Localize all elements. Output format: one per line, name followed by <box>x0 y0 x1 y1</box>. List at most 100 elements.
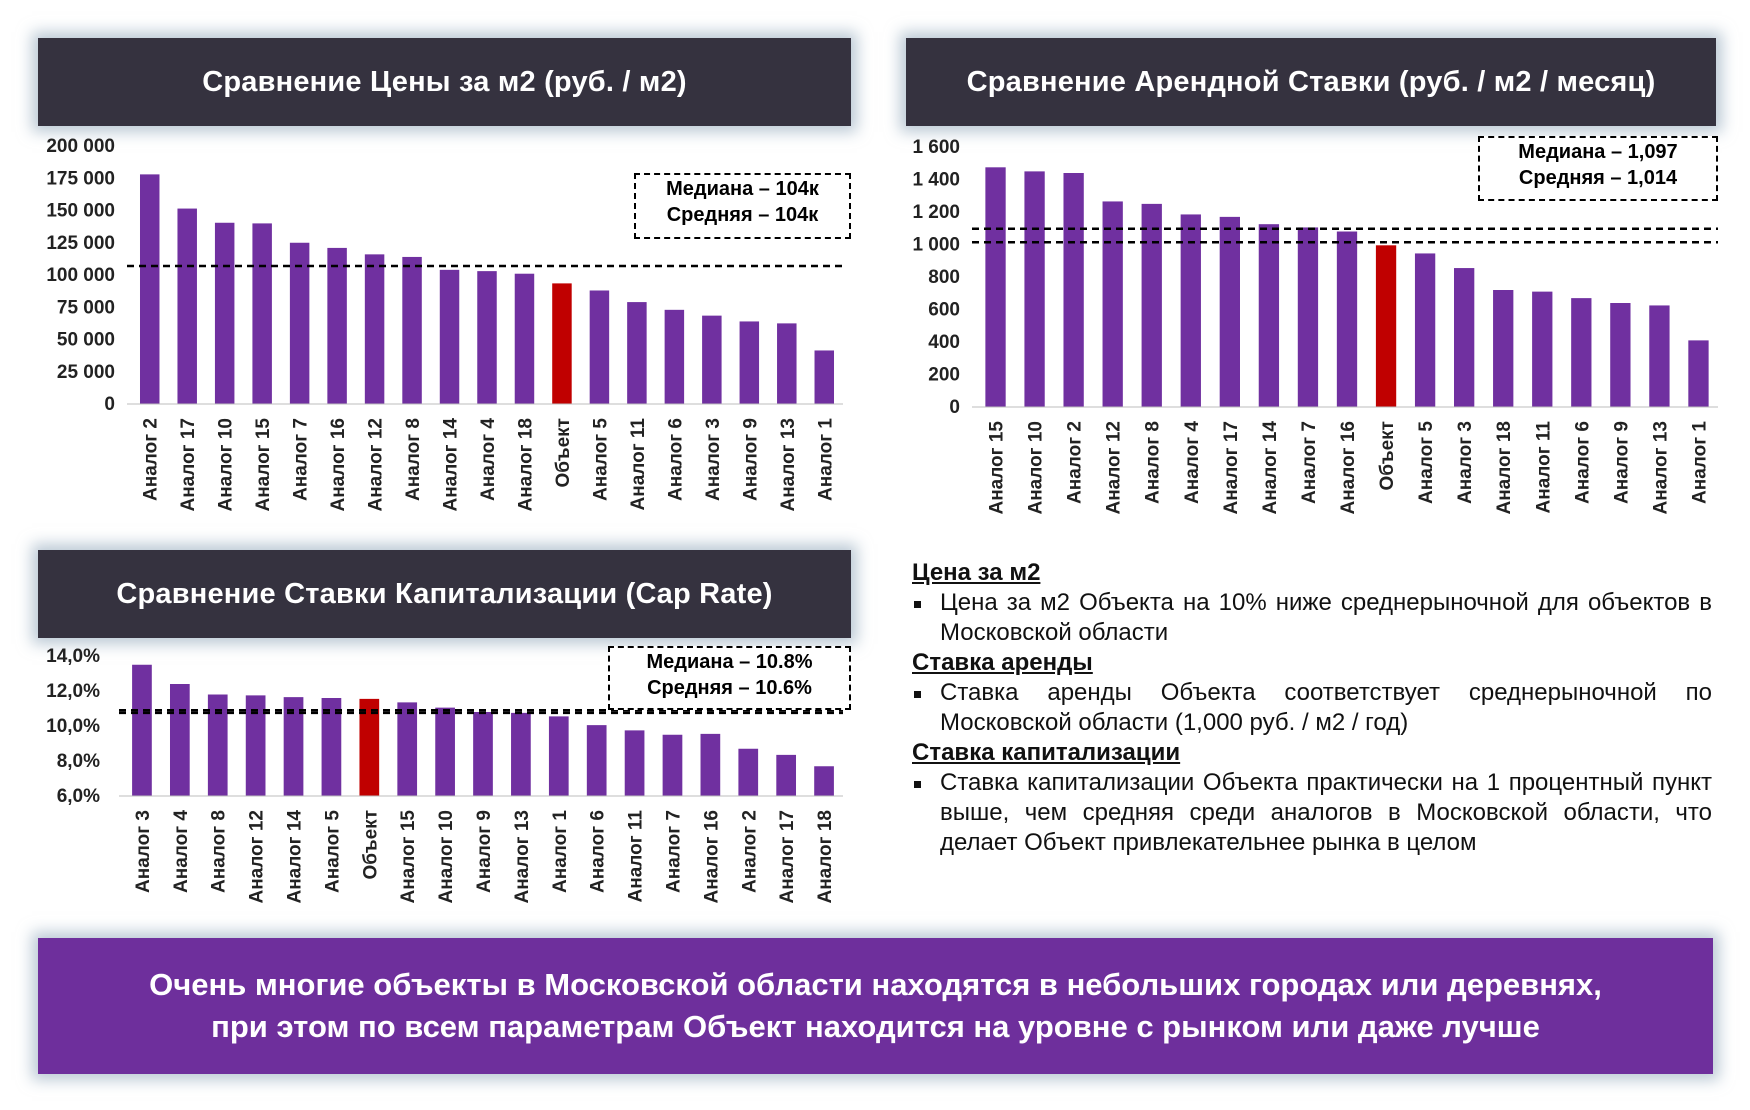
bar-analog <box>132 664 152 796</box>
bar-analog <box>1180 214 1201 407</box>
y-tick-label: 150 000 <box>46 201 115 222</box>
bullet-icon <box>914 781 921 788</box>
bar-analog <box>548 716 569 796</box>
bar-analog <box>777 323 797 404</box>
category-label: Аналог 14 <box>285 810 306 904</box>
category-label: Аналог 4 <box>1182 421 1203 504</box>
y-tick-label: 200 000 <box>46 136 115 157</box>
bar-analog <box>586 725 607 796</box>
bar-analog <box>245 695 266 796</box>
bar-analog <box>1141 203 1162 407</box>
bar-analog <box>169 684 190 796</box>
bar-analog <box>1024 171 1045 407</box>
y-tick-label: 75 000 <box>57 297 115 318</box>
category-label: Аналог 3 <box>1455 421 1476 504</box>
category-label: Объект <box>1377 421 1398 491</box>
category-label: Аналог 15 <box>253 418 274 512</box>
y-tick-label: 10,0% <box>46 716 100 737</box>
category-label: Аналог 11 <box>626 810 647 903</box>
bar-analog <box>514 273 535 404</box>
bar-analog <box>283 697 304 796</box>
bar-analog <box>985 167 1006 407</box>
rent-bullet: Ставка аренды Объекта соответствует сред… <box>912 678 1712 738</box>
bar-analog <box>1493 290 1514 407</box>
bar-analog <box>1649 305 1670 407</box>
bar-analog <box>814 350 835 404</box>
price-bullet: Цена за м2 Объекта на 10% ниже среднерын… <box>912 588 1712 648</box>
bar-analog <box>1297 227 1319 407</box>
bar-analog <box>327 247 347 404</box>
category-label: Аналог 18 <box>1494 421 1515 515</box>
price-mean-label: Средняя – 104к <box>666 204 819 226</box>
category-label: Аналог 11 <box>628 418 649 511</box>
category-label: Аналог 16 <box>1338 421 1359 515</box>
y-tick-label: 12,0% <box>46 681 100 702</box>
bar-analog <box>624 730 645 796</box>
category-label: Аналог 4 <box>171 810 192 893</box>
y-tick-label: 0 <box>949 397 960 418</box>
bar-analog <box>511 712 531 796</box>
conclusion-line-2: при этом по всем параметрам Объект наход… <box>211 1009 1540 1044</box>
rent-stats-box: Медиана – 1,097 Средняя – 1,014 <box>1478 136 1718 201</box>
category-label: Аналог 17 <box>178 418 199 512</box>
category-label: Аналог 2 <box>739 810 760 893</box>
y-tick-label: 8,0% <box>57 751 100 772</box>
category-label: Аналог 7 <box>663 810 684 893</box>
category-label: Аналог 5 <box>1416 421 1437 504</box>
bar-analog <box>1063 173 1084 407</box>
commentary: Цена за м2 Цена за м2 Объекта на 10% ниж… <box>912 558 1712 858</box>
y-tick-label: 800 <box>928 267 960 288</box>
cap-stats-box: Медиана – 10.8% Средняя – 10.6% <box>608 646 851 710</box>
bar-analog <box>702 315 722 404</box>
category-label: Аналог 9 <box>1611 421 1632 504</box>
category-label: Аналог 12 <box>247 810 268 904</box>
bar-analog <box>397 702 418 796</box>
bar-analog <box>177 208 197 404</box>
category-label: Аналог 13 <box>512 810 533 904</box>
category-label: Аналог 1 <box>1689 421 1710 504</box>
category-label: Аналог 5 <box>322 810 343 893</box>
category-label: Аналог 1 <box>550 810 571 893</box>
cap-section-title: Ставка капитализации <box>912 739 1181 766</box>
y-tick-label: 50 000 <box>57 330 115 351</box>
bar-analog <box>402 256 422 404</box>
category-label: Объект <box>360 810 381 880</box>
bar-analog <box>1532 291 1553 407</box>
bar-analog <box>739 321 760 404</box>
bar-analog <box>207 694 228 796</box>
y-tick-label: 25 000 <box>57 362 115 383</box>
rent-median-label: Медиана – 1,097 <box>1518 141 1678 163</box>
category-label: Аналог 17 <box>1221 421 1242 515</box>
category-label: Аналог 15 <box>398 810 419 904</box>
category-label: Аналог 12 <box>366 418 387 512</box>
category-label: Аналог 15 <box>987 421 1008 515</box>
bar-analog <box>439 269 460 404</box>
category-label: Аналог 8 <box>403 418 424 501</box>
y-tick-label: 6,0% <box>57 786 100 807</box>
bar-analog <box>435 707 455 796</box>
bar-analog <box>776 754 797 796</box>
category-label: Аналог 4 <box>478 418 499 501</box>
rent-mean-label: Средняя – 1,014 <box>1518 167 1678 189</box>
category-label: Аналог 7 <box>291 418 312 501</box>
y-tick-label: 175 000 <box>46 168 115 189</box>
rent-chart-header: Сравнение Арендной Ставки (руб. / м2 / м… <box>906 38 1716 126</box>
category-label: Аналог 3 <box>133 810 154 893</box>
category-label: Аналог 2 <box>1065 421 1086 504</box>
bar-analog <box>139 174 160 404</box>
bar-analog <box>473 712 493 796</box>
bar-object <box>552 283 572 404</box>
bar-analog <box>814 766 834 796</box>
bar-analog <box>589 290 610 404</box>
category-label: Аналог 10 <box>216 418 237 512</box>
bar-analog <box>289 242 310 404</box>
y-tick-label: 125 000 <box>46 233 115 254</box>
price-chart-header: Сравнение Цены за м2 (руб. / м2) <box>38 38 851 126</box>
category-label: Аналог 7 <box>1299 421 1320 504</box>
price-section-title: Цена за м2 <box>912 559 1041 586</box>
price-bullet-text: Цена за м2 Объекта на 10% ниже среднерын… <box>940 589 1712 646</box>
bar-analog <box>477 271 497 404</box>
